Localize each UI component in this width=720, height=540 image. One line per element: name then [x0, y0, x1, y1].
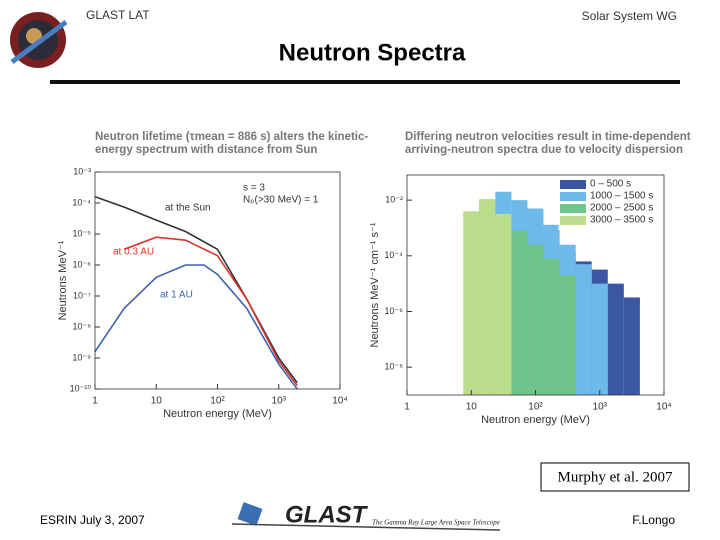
annotation: s = 3 — [243, 183, 265, 194]
histogram-bar — [479, 198, 496, 395]
histogram-bar — [495, 213, 512, 395]
title-rule — [50, 80, 680, 84]
citation-box — [540, 462, 690, 492]
legend-swatch — [560, 204, 586, 213]
y-axis-label: Neutrons MeV⁻¹ cm⁻¹ s⁻¹ — [369, 222, 381, 347]
y-tick-label: 10⁻³ — [73, 166, 91, 176]
legend-swatch — [560, 180, 586, 189]
y-tick-label: 10⁻⁶ — [73, 259, 92, 269]
legend-label: 1000 – 1500 s — [590, 191, 653, 202]
glast-logo — [231, 502, 501, 531]
lat-logo — [10, 12, 68, 68]
series-label: at 1 AU — [160, 290, 193, 301]
x-tick-label: 10³ — [593, 402, 608, 413]
x-tick-label: 10² — [528, 402, 543, 413]
histogram-bar — [559, 275, 576, 395]
y-axis-label: Neutrons MeV⁻¹ — [57, 240, 69, 320]
histogram-bar — [543, 258, 560, 395]
legend-swatch — [560, 216, 586, 225]
series-line — [123, 236, 298, 386]
y-tick-label: 10⁻¹⁰ — [70, 383, 92, 393]
series-line — [94, 195, 298, 384]
footer-tagline: The Gamma Ray Large Area Space Telescope — [372, 519, 500, 527]
histogram-bar — [623, 297, 640, 395]
x-axis-label: Neutron energy (MeV) — [481, 414, 590, 426]
y-tick-label: 10⁻⁶ — [385, 306, 404, 316]
histogram-bar — [463, 211, 480, 395]
legend-swatch — [560, 192, 586, 201]
y-tick-label: 10⁻⁴ — [384, 250, 403, 260]
histogram-bar — [607, 283, 624, 395]
x-tick-label: 10⁴ — [332, 396, 347, 407]
x-tick-label: 1 — [92, 396, 98, 407]
x-tick-label: 1 — [404, 402, 410, 413]
x-tick-label: 10 — [151, 396, 163, 407]
header-left: GLAST LAT — [86, 8, 150, 22]
histogram-bar — [527, 244, 544, 395]
y-tick-label: 10⁻⁸ — [384, 362, 403, 372]
footer-left: ESRIN July 3, 2007 — [40, 513, 145, 527]
histogram-bar — [575, 264, 592, 395]
series-label: at 0.3 AU — [113, 247, 154, 258]
citation: Murphy et al. 2007 — [558, 469, 673, 485]
legend-label: 0 – 500 s — [590, 179, 631, 190]
legend-label: 3000 – 3500 s — [590, 215, 653, 226]
x-axis-label: Neutron energy (MeV) — [163, 408, 272, 420]
footer-logo: GLAST — [285, 501, 369, 528]
chart-title: Neutron lifetime (τmean = 886 s) alters … — [95, 131, 369, 156]
y-tick-label: 10⁻⁴ — [72, 197, 91, 207]
header-right: Solar System WG — [582, 9, 677, 23]
slide-title: Neutron Spectra — [279, 39, 466, 66]
series-label: at the Sun — [165, 203, 211, 214]
y-tick-label: 10⁻⁸ — [72, 321, 91, 331]
histogram-bar — [511, 230, 528, 395]
x-tick-label: 10² — [210, 396, 225, 407]
y-tick-label: 10⁻⁵ — [73, 228, 92, 238]
y-tick-label: 10⁻⁷ — [73, 290, 91, 300]
histogram-bar — [591, 283, 608, 395]
chart-title: Differing neutron velocities result in t… — [405, 131, 691, 156]
footer-right: F.Longo — [632, 513, 675, 527]
x-tick-label: 10³ — [272, 396, 287, 407]
x-tick-label: 10⁴ — [656, 402, 671, 413]
x-tick-label: 10 — [466, 402, 478, 413]
y-tick-label: 10⁻² — [385, 195, 403, 205]
series-line — [94, 264, 298, 390]
annotation: Nₚ(>30 MeV) = 1 — [243, 195, 319, 206]
y-tick-label: 10⁻⁹ — [72, 352, 91, 362]
legend-label: 2000 – 2500 s — [590, 203, 653, 214]
